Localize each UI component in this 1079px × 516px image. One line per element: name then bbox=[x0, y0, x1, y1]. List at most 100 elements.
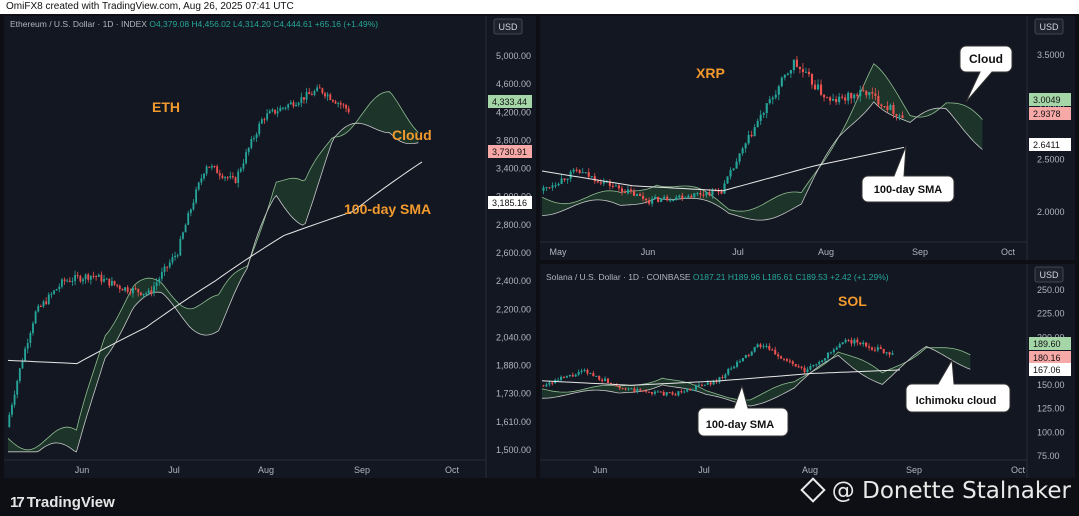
candle-body bbox=[8, 414, 11, 428]
candle-body bbox=[55, 289, 58, 291]
candle-body bbox=[856, 94, 859, 97]
candle-body bbox=[777, 86, 780, 95]
candle-body bbox=[777, 354, 780, 357]
candle-body bbox=[337, 103, 340, 105]
candle-body bbox=[788, 360, 791, 362]
tradingview-logo[interactable]: 17 TradingView bbox=[10, 494, 115, 511]
candle-body bbox=[47, 294, 50, 304]
candle-body bbox=[271, 109, 274, 112]
candle-body bbox=[759, 344, 762, 347]
candle-body bbox=[560, 178, 563, 184]
candle-body bbox=[785, 359, 788, 361]
candle-body bbox=[617, 185, 620, 189]
y-tick-label: 3.5000 bbox=[1037, 50, 1065, 60]
candle-body bbox=[880, 104, 883, 107]
candle-body bbox=[873, 349, 876, 351]
candle-body bbox=[700, 384, 703, 386]
candle-body bbox=[258, 123, 261, 135]
y-tick-label: 2,400.00 bbox=[496, 276, 531, 286]
candle-body bbox=[660, 198, 663, 202]
eth-chart-panel[interactable]: USD 5,000.00 4,600.00 4,200.00 3,800.00 3,400… bbox=[4, 16, 536, 478]
candle-body bbox=[621, 388, 624, 390]
candle-body bbox=[287, 104, 290, 108]
candle-body bbox=[853, 339, 856, 344]
candle-body bbox=[289, 102, 292, 105]
candle-body bbox=[648, 200, 651, 204]
candle-body bbox=[736, 361, 739, 367]
candle-body bbox=[662, 392, 665, 396]
candle-body bbox=[95, 275, 98, 277]
cloud-span-b bbox=[541, 101, 983, 221]
candle-body bbox=[753, 347, 756, 352]
candle-body bbox=[832, 99, 835, 101]
candle-body bbox=[331, 99, 334, 102]
ohlc-value: O4,379.08 bbox=[149, 19, 189, 29]
candle-body bbox=[865, 342, 868, 347]
sol-chart: USD250.00225.00200.00175.00150.00125.001… bbox=[540, 264, 1071, 478]
price-label: 2.9378 bbox=[1033, 109, 1061, 119]
candle-body bbox=[659, 391, 662, 393]
candle-body bbox=[203, 173, 205, 179]
x-tick-label: Oct bbox=[445, 465, 460, 475]
candle-body bbox=[774, 349, 777, 355]
candle-body bbox=[268, 111, 271, 114]
candle-body bbox=[593, 176, 596, 182]
candle-body bbox=[184, 224, 187, 233]
candle-body bbox=[892, 104, 895, 115]
candle-body bbox=[571, 374, 574, 377]
candle-body bbox=[599, 182, 602, 184]
candle-body bbox=[696, 193, 699, 195]
candle-body bbox=[645, 390, 648, 392]
candle-body bbox=[200, 178, 203, 183]
candle-body bbox=[345, 104, 347, 109]
candle-body bbox=[132, 288, 134, 294]
candle-body bbox=[862, 90, 865, 92]
candle-body bbox=[829, 97, 832, 101]
cloud-span-a bbox=[7, 91, 419, 451]
watermark-header: OmiFX8 created with TradingView.com, Aug… bbox=[0, 0, 1079, 14]
eth-chart: USD 5,000.00 4,600.00 4,200.00 3,800.00 3,400… bbox=[4, 16, 532, 478]
candle-body bbox=[614, 185, 617, 187]
symbol-label: ETH bbox=[152, 99, 180, 115]
candle-body bbox=[717, 191, 720, 193]
candle-body bbox=[847, 339, 850, 341]
candle-body bbox=[850, 92, 853, 99]
sma-100-line bbox=[7, 161, 423, 365]
candle-body bbox=[18, 368, 21, 381]
x-tick-label: Sep bbox=[912, 247, 928, 257]
candle-body bbox=[759, 114, 762, 121]
candle-body bbox=[592, 373, 595, 377]
xrp-chart-panel[interactable]: USD3.50003.00002.50002.0000MayJunJulAugS… bbox=[540, 16, 1075, 260]
candle-body bbox=[888, 352, 891, 355]
candle-body bbox=[623, 191, 627, 194]
cloud-span-a bbox=[541, 347, 971, 401]
candle-body bbox=[542, 187, 545, 191]
sol-chart-panel[interactable]: USD250.00225.00200.00175.00150.00125.001… bbox=[540, 264, 1075, 478]
candle-body bbox=[237, 171, 240, 183]
ohlc-value: H4,456.02 bbox=[189, 19, 231, 29]
candle-body bbox=[554, 185, 557, 187]
x-tick-label: Jun bbox=[75, 465, 90, 475]
candle-body bbox=[137, 288, 140, 293]
candle-body bbox=[756, 344, 759, 348]
candle-body bbox=[633, 388, 636, 392]
candle-body bbox=[284, 107, 287, 109]
candle-body bbox=[189, 209, 192, 214]
candle-body bbox=[654, 196, 657, 199]
candle-body bbox=[604, 378, 607, 382]
candle-body bbox=[804, 71, 808, 73]
candle-body bbox=[68, 280, 71, 282]
candle-body bbox=[697, 384, 700, 386]
y-tick-label: 5,000.00 bbox=[496, 51, 531, 61]
price-label: 167.06 bbox=[1033, 365, 1061, 375]
candle-body bbox=[274, 109, 276, 114]
candle-body bbox=[693, 193, 696, 198]
candle-body bbox=[859, 342, 862, 345]
y-tick-label: 225.00 bbox=[1037, 309, 1065, 319]
candle-body bbox=[672, 200, 675, 202]
candle-body bbox=[819, 84, 823, 95]
callout-cloud-bubble bbox=[905, 358, 1011, 413]
candle-body bbox=[113, 280, 116, 285]
candle-body bbox=[74, 275, 77, 282]
candle-body bbox=[626, 189, 630, 194]
